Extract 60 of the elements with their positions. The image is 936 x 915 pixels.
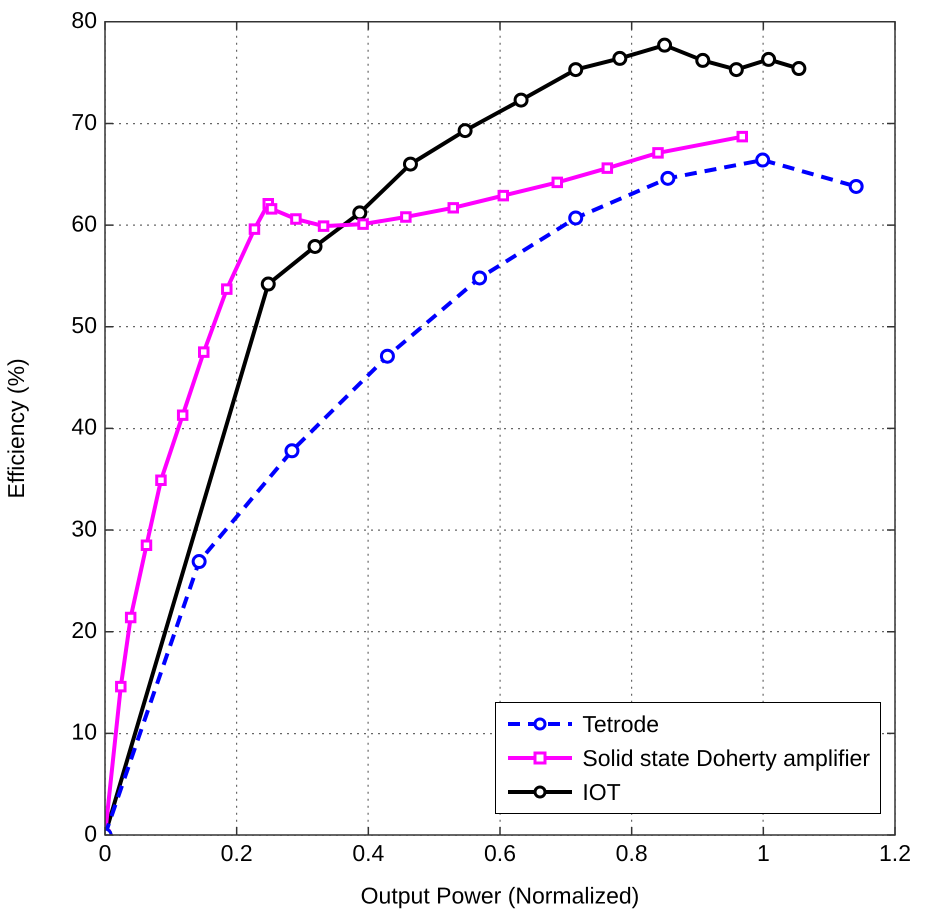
point [602,162,614,174]
point [568,210,584,226]
point [192,554,207,570]
point [755,152,770,168]
point [248,223,260,235]
point [221,283,233,295]
y-tick-label: 50 [71,312,97,338]
legend-label: IOT [582,778,621,806]
y-tick-label: 40 [71,414,97,440]
point [660,170,676,186]
point [290,213,302,225]
y-tick-label: 60 [71,210,97,236]
point [791,61,806,76]
y-tick-label: 70 [71,108,97,135]
point [318,220,330,232]
point [552,176,564,188]
point [155,474,167,486]
y-tick-label: 30 [71,515,97,542]
point [695,52,710,68]
point [124,612,136,624]
point [198,346,210,358]
x-tick-label: 1.2 [879,840,911,866]
x-tick-label: 1 [756,840,770,866]
x-tick-label: 0.8 [616,840,648,866]
point [568,62,584,78]
point [761,52,776,67]
point [400,211,412,223]
point [140,540,152,552]
point [612,50,628,66]
y-axis-title: Efficiency (%) [3,358,30,498]
point [472,270,488,286]
point [848,178,864,194]
point [380,348,395,364]
legend-label: Solid state Doherty amplifier [582,744,870,772]
point [514,92,529,108]
y-tick-label: 0 [84,820,97,846]
y-tick-label: 80 [71,7,97,34]
point [652,147,664,159]
point [308,238,323,254]
x-axis-title: Output Power (Normalized) [360,882,640,909]
point [266,203,278,215]
x-tick-label: 0.6 [484,840,516,866]
y-tick-label: 10 [71,718,97,745]
x-tick-label: 0.4 [352,840,385,866]
point [736,130,748,142]
y-tick-label: 20 [71,617,97,644]
point [352,205,368,220]
point [458,123,473,138]
point [402,156,418,172]
point [115,680,127,692]
point [260,276,276,292]
point [498,190,510,202]
point [728,62,744,78]
point [357,218,369,230]
point [176,409,188,421]
point [657,38,672,53]
point [448,202,459,214]
x-tick-label: 0.2 [220,840,253,866]
legend-label: Tetrode [582,710,660,738]
point [284,443,300,458]
